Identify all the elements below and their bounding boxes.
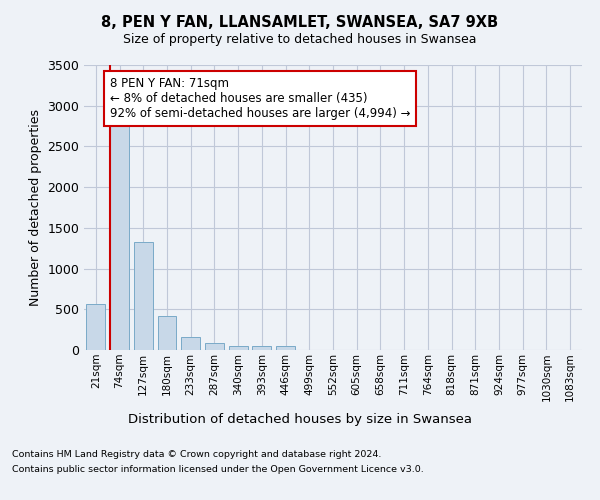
Text: Size of property relative to detached houses in Swansea: Size of property relative to detached ho…: [123, 32, 477, 46]
Text: Contains HM Land Registry data © Crown copyright and database right 2024.: Contains HM Land Registry data © Crown c…: [12, 450, 382, 459]
Text: Distribution of detached houses by size in Swansea: Distribution of detached houses by size …: [128, 412, 472, 426]
Bar: [276, 346, 295, 350]
Bar: [229, 346, 248, 350]
Bar: [134, 242, 153, 350]
Text: 8 PEN Y FAN: 71sqm
← 8% of detached houses are smaller (435)
92% of semi-detache: 8 PEN Y FAN: 71sqm ← 8% of detached hous…: [110, 77, 410, 120]
Bar: [86, 304, 106, 350]
Bar: [181, 336, 200, 350]
Text: Contains public sector information licensed under the Open Government Licence v3: Contains public sector information licen…: [12, 465, 424, 474]
Bar: [158, 316, 176, 350]
Bar: [253, 346, 271, 350]
Text: 8, PEN Y FAN, LLANSAMLET, SWANSEA, SA7 9XB: 8, PEN Y FAN, LLANSAMLET, SWANSEA, SA7 9…: [101, 15, 499, 30]
Bar: [205, 344, 224, 350]
Bar: [110, 112, 129, 350]
Y-axis label: Number of detached properties: Number of detached properties: [29, 109, 42, 306]
